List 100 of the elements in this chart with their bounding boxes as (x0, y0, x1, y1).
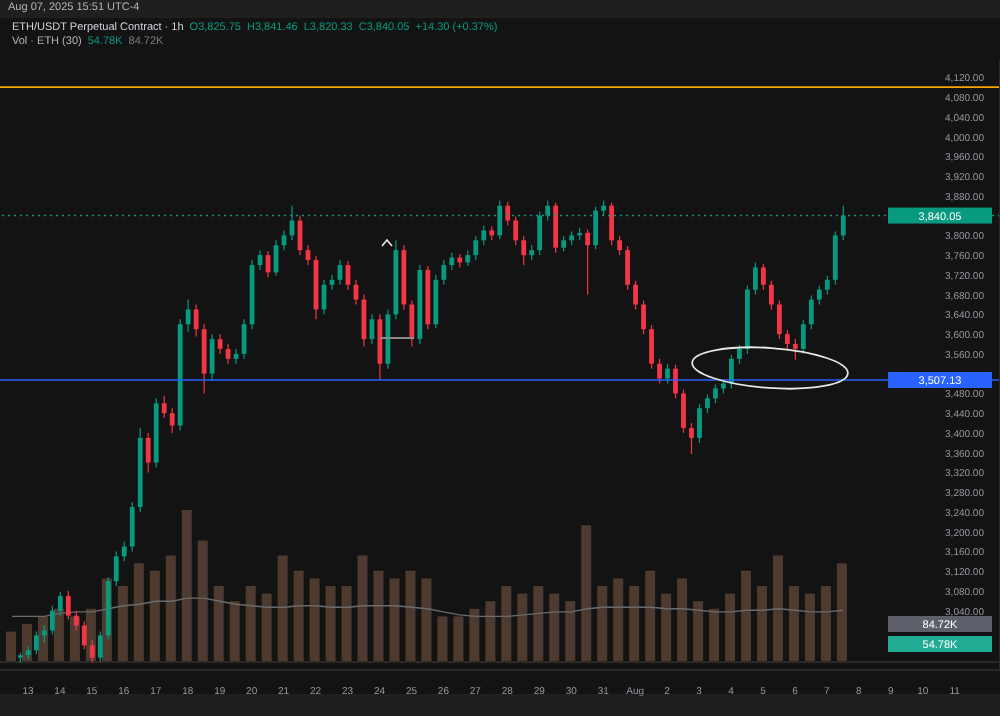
candlestick (65, 590, 71, 621)
candlestick (169, 407, 175, 434)
candlestick (433, 274, 439, 329)
candlestick (705, 393, 710, 414)
candlestick (185, 298, 191, 333)
bar (453, 616, 464, 662)
bar (693, 601, 704, 662)
candlestick (641, 299, 646, 335)
candlestick (553, 202, 559, 254)
candlestick (145, 432, 151, 474)
bar (756, 586, 767, 662)
bar (836, 563, 847, 662)
candlestick (129, 501, 135, 553)
bar (165, 555, 176, 662)
bar (389, 578, 400, 662)
bar (549, 593, 560, 662)
bar (309, 578, 320, 662)
bar (788, 586, 799, 662)
bar (117, 586, 128, 662)
candlestick (617, 235, 622, 256)
bar (517, 593, 528, 662)
bar (485, 601, 496, 662)
bar (501, 586, 512, 662)
bar (341, 586, 352, 662)
candlestick (697, 403, 702, 444)
candlestick (800, 319, 806, 355)
bar (181, 510, 192, 662)
bar (293, 570, 304, 662)
candlestick (505, 201, 511, 227)
candlestick (209, 333, 215, 382)
candlestick (585, 228, 591, 296)
candlestick (81, 621, 87, 650)
bar (772, 555, 783, 662)
bar (405, 570, 416, 662)
bar (229, 601, 240, 662)
bar (677, 578, 688, 662)
bar (213, 586, 224, 662)
candlestick (665, 363, 670, 385)
bar (741, 570, 752, 662)
bar (661, 593, 672, 662)
candlestick (832, 230, 838, 286)
bar (820, 586, 831, 662)
candlestick (689, 422, 694, 455)
bar (645, 570, 656, 662)
bar (261, 593, 272, 662)
candlestick (681, 388, 686, 434)
bar (613, 578, 624, 662)
candlestick (760, 263, 766, 291)
bar (357, 555, 368, 662)
candlestick (673, 364, 678, 399)
candlestick (97, 630, 103, 663)
candlestick (753, 261, 758, 296)
candlestick (49, 605, 55, 636)
bar (437, 616, 448, 662)
candlestick (473, 235, 479, 261)
bar (325, 586, 336, 662)
bar (277, 555, 288, 662)
bar (804, 593, 815, 662)
candlestick (201, 323, 207, 394)
bar (197, 540, 208, 662)
bar (245, 586, 256, 662)
candlestick (225, 343, 231, 365)
candlestick (713, 383, 718, 404)
candlestick (657, 358, 662, 385)
candlestick (649, 324, 654, 370)
candlestick (513, 215, 519, 246)
candlestick (441, 259, 447, 286)
bar (597, 586, 608, 662)
candlestick (481, 224, 487, 246)
candlestick (609, 202, 614, 246)
candlestick (776, 299, 782, 340)
bar (581, 525, 592, 662)
bar (133, 563, 144, 662)
candlestick (633, 280, 638, 311)
candlestick (113, 550, 119, 587)
candlestick (121, 540, 127, 562)
candlestick (792, 338, 798, 361)
bar (725, 593, 736, 662)
bar (533, 586, 544, 662)
bar (469, 608, 480, 662)
candlestick (768, 280, 774, 311)
bar (629, 586, 640, 662)
bar (565, 601, 576, 662)
candlestick (816, 285, 822, 306)
bar (709, 608, 720, 662)
candlestick (521, 235, 527, 266)
candlestick (217, 333, 223, 355)
candlestick (824, 275, 830, 296)
candlestick (625, 245, 630, 291)
candlestick (193, 303, 199, 338)
candlestick (161, 395, 167, 419)
bar (5, 631, 16, 662)
candlestick (33, 630, 39, 655)
candlestick (808, 295, 814, 330)
candlestick (409, 299, 415, 348)
candlestick (377, 313, 383, 381)
candlestick (784, 329, 790, 350)
bar (421, 578, 432, 662)
bar (21, 624, 32, 662)
bar (373, 570, 384, 662)
